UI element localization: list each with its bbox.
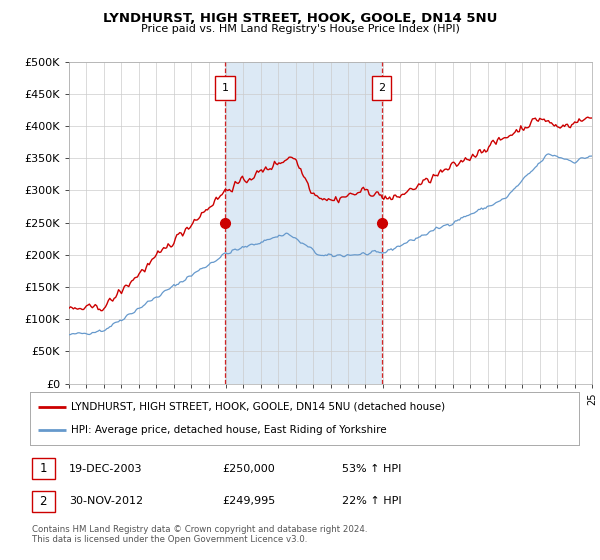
Text: 19-DEC-2003: 19-DEC-2003: [69, 464, 143, 474]
Text: £250,000: £250,000: [222, 464, 275, 474]
FancyBboxPatch shape: [215, 76, 235, 100]
Text: £249,995: £249,995: [222, 496, 275, 506]
Text: 53% ↑ HPI: 53% ↑ HPI: [342, 464, 401, 474]
Text: 30-NOV-2012: 30-NOV-2012: [69, 496, 143, 506]
Text: HPI: Average price, detached house, East Riding of Yorkshire: HPI: Average price, detached house, East…: [71, 425, 387, 435]
Text: 2: 2: [378, 83, 385, 93]
Text: 22% ↑ HPI: 22% ↑ HPI: [342, 496, 401, 506]
Bar: [226, 62, 382, 384]
Text: LYNDHURST, HIGH STREET, HOOK, GOOLE, DN14 5NU (detached house): LYNDHURST, HIGH STREET, HOOK, GOOLE, DN1…: [71, 402, 445, 412]
Text: 2: 2: [40, 494, 47, 508]
Text: 1: 1: [40, 462, 47, 475]
Text: Price paid vs. HM Land Registry's House Price Index (HPI): Price paid vs. HM Land Registry's House …: [140, 24, 460, 34]
Text: Contains HM Land Registry data © Crown copyright and database right 2024.
This d: Contains HM Land Registry data © Crown c…: [32, 525, 367, 544]
Text: LYNDHURST, HIGH STREET, HOOK, GOOLE, DN14 5NU: LYNDHURST, HIGH STREET, HOOK, GOOLE, DN1…: [103, 12, 497, 25]
FancyBboxPatch shape: [371, 76, 391, 100]
Text: 1: 1: [222, 83, 229, 93]
